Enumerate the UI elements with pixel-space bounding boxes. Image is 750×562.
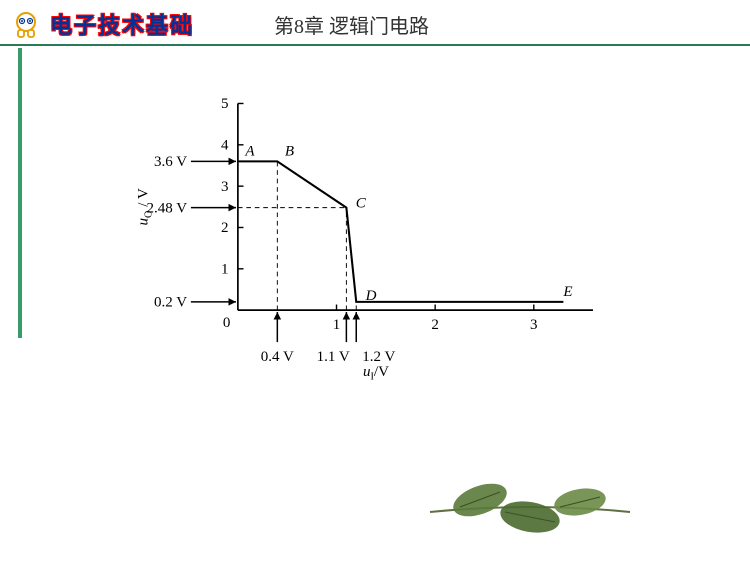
mascot-icon bbox=[10, 10, 42, 38]
x-tick-label: 1 bbox=[333, 317, 341, 333]
book-title: 电子技术基础 bbox=[50, 8, 194, 40]
point-label-C: C bbox=[356, 196, 367, 212]
leaf-decoration-icon bbox=[420, 462, 640, 542]
x-tick-label: 2 bbox=[431, 317, 439, 333]
x-annotation: 0.4 V bbox=[261, 349, 294, 365]
chart-svg: 123123450ABCDE3.6 V2.48 V0.2 V0.4 V1.1 V… bbox=[120, 80, 600, 390]
origin-label: 0 bbox=[223, 315, 231, 331]
point-label-B: B bbox=[285, 144, 294, 160]
point-label-D: D bbox=[365, 288, 377, 304]
transfer-curve bbox=[238, 161, 564, 302]
y-tick-label: 3 bbox=[221, 179, 229, 195]
page-header: 电子技术基础 第8章 逻辑门电路 bbox=[0, 0, 750, 46]
x-annotation: 1.1 V bbox=[317, 349, 350, 365]
y-annotation: 3.6 V bbox=[154, 154, 187, 170]
y-tick-label: 2 bbox=[221, 220, 229, 236]
x-axis-label: uI/V bbox=[363, 364, 389, 383]
y-axis-label: uO / V bbox=[136, 188, 155, 225]
transfer-characteristic-chart: 123123450ABCDE3.6 V2.48 V0.2 V0.4 V1.1 V… bbox=[120, 80, 600, 390]
y-tick-label: 5 bbox=[221, 96, 229, 112]
x-annotation: 1.2 V bbox=[362, 349, 395, 365]
y-tick-label: 1 bbox=[221, 262, 229, 278]
point-label-A: A bbox=[244, 144, 255, 160]
x-tick-label: 3 bbox=[530, 317, 538, 333]
chapter-title: 第8章 逻辑门电路 bbox=[274, 10, 429, 39]
sidebar-accent bbox=[18, 48, 22, 338]
point-label-E: E bbox=[562, 284, 572, 300]
y-annotation: 0.2 V bbox=[154, 295, 187, 311]
y-tick-label: 4 bbox=[221, 138, 229, 154]
